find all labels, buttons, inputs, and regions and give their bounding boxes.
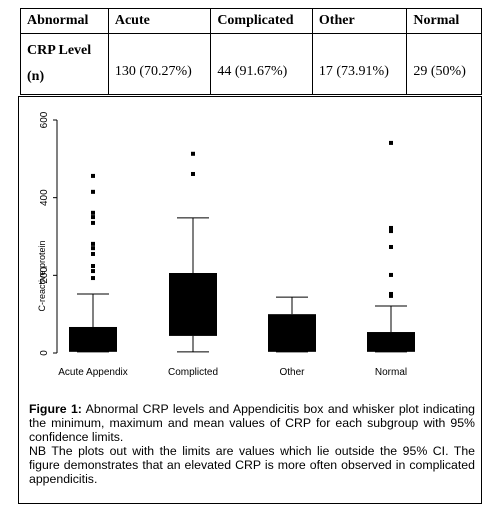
y-axis-label: C-reactive protein <box>37 240 47 311</box>
header-cell: Complicated <box>210 8 313 34</box>
outlier <box>191 151 195 156</box>
outlier <box>389 229 393 234</box>
caption-text: Abnormal CRP levels and Appendicitis box… <box>29 402 475 444</box>
outlier <box>91 251 95 256</box>
outlier <box>91 189 95 194</box>
box <box>367 332 415 352</box>
caption-label: Figure 1: <box>29 402 82 416</box>
outlier <box>389 272 393 277</box>
header-cell: Acute <box>107 8 212 34</box>
x-tick-label: Other <box>279 367 305 378</box>
box <box>268 314 316 352</box>
row-label-line: CRP Level <box>27 43 92 58</box>
outlier <box>389 140 393 145</box>
outlier <box>389 293 393 298</box>
outlier <box>91 246 95 251</box>
box <box>69 326 117 352</box>
outlier <box>91 264 95 269</box>
header-row: Abnormal Acute Complicated Other Normal <box>20 8 482 34</box>
y-tick-label: 0 <box>39 350 50 356</box>
outlier <box>91 173 95 178</box>
outlier <box>191 171 195 176</box>
chart: C-reactive protein 0 200 400 600 Acute Appen… <box>37 111 415 378</box>
outlier <box>91 276 95 281</box>
outlier <box>389 244 393 249</box>
cell: 130 (70.27%) <box>107 33 212 95</box>
x-tick-label: Acute Appendix <box>58 367 128 378</box>
caption: Figure 1: Abnormal CRP levels and Append… <box>29 402 475 486</box>
header-cell: Other <box>311 8 408 34</box>
figure: C-reactive protein 0 200 400 600 Acute Appen… <box>18 96 482 504</box>
box <box>169 273 217 336</box>
outlier <box>91 220 95 225</box>
cell: 29 (50%) <box>406 33 482 95</box>
row-label-line: (n) <box>27 69 45 84</box>
caption-paragraph: Figure 1: Abnormal CRP levels and Append… <box>29 402 475 444</box>
data-row: CRP Level (n) 130 (70.27%) 44 (91.67%) 17… <box>20 33 482 95</box>
outlier <box>91 241 95 246</box>
cell: 44 (91.67%) <box>210 33 313 95</box>
y-tick-label: 600 <box>39 111 50 128</box>
outlier <box>91 210 95 215</box>
cell: 17 (73.91%) <box>311 33 408 95</box>
y-tick-label: 200 <box>39 267 50 284</box>
table: Abnormal Acute Complicated Other Normal … <box>20 8 482 95</box>
x-tick-label: Normal <box>375 367 407 378</box>
row-label: CRP Level (n) <box>20 33 109 95</box>
header-cell: Abnormal <box>20 8 109 34</box>
caption-note: NB The plots out with the limits are val… <box>29 444 475 486</box>
outlier <box>389 225 393 230</box>
y-tick-label: 400 <box>39 189 50 206</box>
outlier <box>91 215 95 220</box>
header-cell: Normal <box>406 8 482 34</box>
outlier <box>91 269 95 274</box>
x-tick-label: Complicted <box>168 367 218 378</box>
